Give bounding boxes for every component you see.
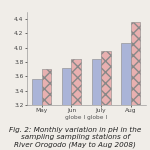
Bar — [71, 59, 81, 150]
Text: Fig. 2: Monthly variation in pH in the
sampling sampling stations of
River Orogo: Fig. 2: Monthly variation in pH in the s… — [9, 127, 141, 148]
Bar — [121, 44, 131, 150]
Bar — [32, 79, 42, 150]
Bar — [42, 69, 51, 150]
Bar — [101, 51, 111, 150]
Bar — [92, 59, 101, 150]
X-axis label: globe I globe I: globe I globe I — [65, 115, 107, 120]
Bar — [131, 22, 140, 150]
Bar — [62, 68, 71, 150]
